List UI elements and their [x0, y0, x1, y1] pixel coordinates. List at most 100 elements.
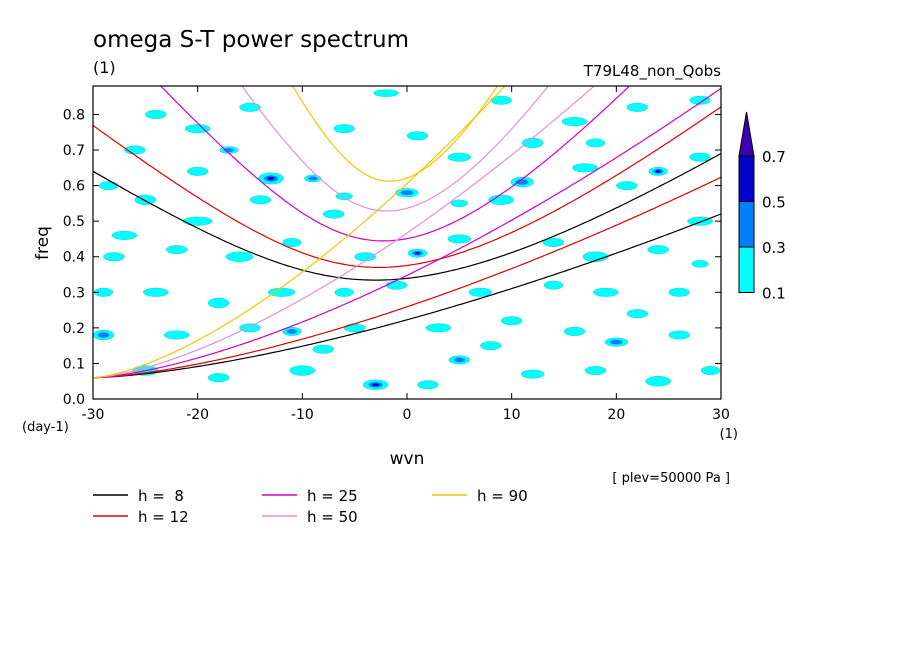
y-axis-label: freq — [33, 226, 53, 260]
dispersion-curve-h90 — [291, 86, 499, 182]
contour-blob — [561, 117, 588, 127]
contour-blob — [626, 102, 648, 112]
colorbar-segment — [738, 201, 755, 248]
contour-blob — [184, 124, 211, 134]
contour-blob — [645, 376, 671, 387]
x-axis: -30 -20 -10 0 10 20 30 — [82, 86, 730, 423]
contour-blob — [249, 195, 272, 205]
contour-blob — [334, 287, 354, 297]
dispersion-branch-h90 — [93, 86, 506, 379]
contour-blob — [542, 238, 565, 247]
x-axis-label: wvn — [390, 449, 425, 469]
dispersion-curve-h12 — [93, 106, 721, 268]
contour-blob — [500, 316, 523, 326]
contour-blob — [687, 216, 713, 226]
contour-blob — [543, 280, 564, 290]
contour-blob — [373, 89, 399, 97]
contour-blob — [163, 330, 190, 340]
plot-background — [93, 86, 721, 399]
contour-blob — [333, 124, 355, 134]
y-tick-label: 0.6 — [63, 179, 85, 195]
contour-core — [286, 329, 298, 334]
contour-blob — [584, 366, 607, 376]
dispersion-curve-h25 — [159, 86, 631, 242]
dispersion-curve-h50 — [241, 86, 550, 212]
contour-blob — [425, 323, 452, 333]
contour-blob — [289, 365, 316, 376]
contour-core — [308, 176, 318, 181]
legend-label-h90: h = 90 — [477, 487, 528, 505]
contour-blob — [689, 152, 711, 162]
contour-blob — [563, 326, 586, 336]
contour-core — [97, 332, 110, 338]
contour-blob — [417, 380, 439, 390]
x-tick-label: -30 — [82, 407, 105, 423]
contour-blob — [521, 137, 544, 149]
colorbar-label: 0.1 — [762, 285, 786, 303]
contour-peak — [267, 176, 275, 181]
x-tick-label: -10 — [291, 407, 314, 423]
y-tick-label: 0.5 — [63, 214, 85, 230]
dispersion-branch-h50 — [93, 86, 596, 379]
legend-label-h12: h = 12 — [138, 508, 189, 526]
colorbar-label: 0.5 — [762, 194, 786, 212]
colorbar-arrow — [738, 111, 755, 157]
colorbar-label: 0.7 — [762, 148, 786, 166]
contour-blob — [143, 287, 169, 297]
contour-blob — [689, 95, 711, 105]
contour-blob — [207, 297, 230, 309]
contour-blob — [239, 102, 261, 112]
contour-blob — [488, 194, 514, 205]
y-tick-label: 0.4 — [63, 250, 85, 266]
contour-blob — [343, 323, 366, 333]
contour-blob — [239, 323, 261, 333]
y-axis: 0.0 0.1 0.2 0.3 0.4 0.5 0.6 0.7 0.8 — [63, 107, 721, 408]
y-tick-label: 0.7 — [63, 143, 85, 159]
dispersion-curve-h8 — [93, 153, 721, 281]
contour-blob — [312, 344, 334, 354]
contour-blob — [207, 373, 230, 383]
plev-note: [ plev=50000 Pa ] — [612, 471, 730, 486]
x-tick-label: -20 — [186, 407, 209, 423]
y-tick-label: 0.8 — [63, 107, 85, 123]
dispersion-curves — [93, 86, 721, 379]
contour-blob — [282, 238, 302, 247]
contour-blob — [480, 341, 502, 351]
contour-blob — [145, 109, 167, 119]
contour-blob — [700, 366, 721, 376]
contour-blob — [647, 245, 669, 255]
contour-blob — [182, 216, 213, 226]
units-label: (1) — [93, 58, 116, 77]
legend: h = 8 h = 12 h = 25 h = 50 h = 90 — [93, 487, 528, 526]
colorbar-segment — [738, 246, 755, 293]
contour-blob — [267, 287, 296, 297]
y-tick-label: 0.2 — [63, 321, 85, 337]
contour-blob — [520, 369, 545, 379]
x-tick-label: 30 — [712, 407, 730, 423]
contour-blob — [103, 252, 125, 262]
x-tick-label: 20 — [607, 407, 625, 423]
contour-core — [453, 357, 466, 363]
contour-blob — [187, 166, 209, 176]
contour-blob — [323, 209, 345, 219]
contour-core — [610, 339, 623, 345]
contour-blob — [572, 163, 598, 173]
colorbar-segment — [738, 155, 755, 202]
contour-blob — [447, 234, 472, 244]
chart-title: omega S-T power spectrum — [93, 27, 409, 53]
contour-blob — [166, 245, 188, 255]
contour-blob — [385, 280, 408, 290]
y-tick-label: 0.3 — [63, 285, 85, 301]
x-unit-label: (1) — [720, 427, 738, 442]
contour-blob — [616, 181, 638, 191]
contour-blob — [111, 230, 138, 240]
y-unit-label: (day-1) — [22, 420, 69, 435]
contour-blob — [225, 251, 254, 262]
contour-blob — [450, 199, 468, 208]
contour-blob — [447, 152, 472, 162]
dispersion-branch-h8 — [93, 213, 721, 379]
contour-peak — [414, 251, 421, 255]
contour-blob — [99, 181, 119, 191]
contour-blob — [585, 138, 606, 148]
contour-core — [400, 190, 414, 196]
